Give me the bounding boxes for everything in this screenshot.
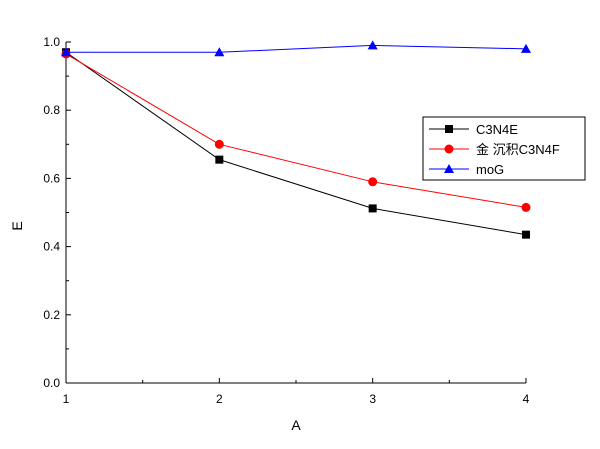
y-axis-title: E xyxy=(9,221,25,230)
data-point xyxy=(522,230,530,239)
series-line xyxy=(65,51,527,236)
y-tick-label: 0.8 xyxy=(43,103,60,117)
x-tick-label: 3 xyxy=(369,392,376,406)
series-line xyxy=(65,53,527,208)
legend-label: moG xyxy=(476,162,504,177)
data-point xyxy=(521,43,531,53)
legend-item: 金 沉积C3N4F xyxy=(429,142,560,157)
y-tick-label: 0.6 xyxy=(43,171,60,185)
legend: C3N4E 金 沉积C3N4F moG xyxy=(422,116,586,181)
legend-marker xyxy=(445,125,453,133)
series-mog xyxy=(61,40,531,57)
data-point xyxy=(368,204,377,213)
y-tick-label: 0.4 xyxy=(43,240,60,254)
legend-label: 金 沉积C3N4F xyxy=(476,142,560,157)
data-point xyxy=(368,177,378,187)
legend-item: C3N4E xyxy=(429,122,518,137)
legend-marker xyxy=(444,144,454,154)
legend-marker xyxy=(444,164,454,173)
x-tick-label: 2 xyxy=(216,392,223,406)
data-point xyxy=(214,139,224,149)
data-point xyxy=(61,47,71,57)
series-line xyxy=(66,44,527,53)
legend-item: moG xyxy=(429,162,504,177)
x-axis-title: A xyxy=(291,417,301,433)
y-tick-label: 1.0 xyxy=(43,35,60,49)
legend-label: C3N4E xyxy=(476,122,518,137)
data-point xyxy=(214,47,225,57)
series-layer xyxy=(61,40,531,239)
x-tick-label: 1 xyxy=(63,392,70,406)
x-tick-label: 4 xyxy=(523,392,530,406)
data-point xyxy=(215,155,224,164)
data-point xyxy=(367,40,378,50)
y-tick-label: 0.0 xyxy=(43,376,60,390)
data-point xyxy=(521,202,531,212)
y-tick-label: 0.2 xyxy=(43,308,60,322)
axes: 0.0 0.2 0.4 0.6 0.8 1.0 1 2 3 4 xyxy=(43,35,529,406)
